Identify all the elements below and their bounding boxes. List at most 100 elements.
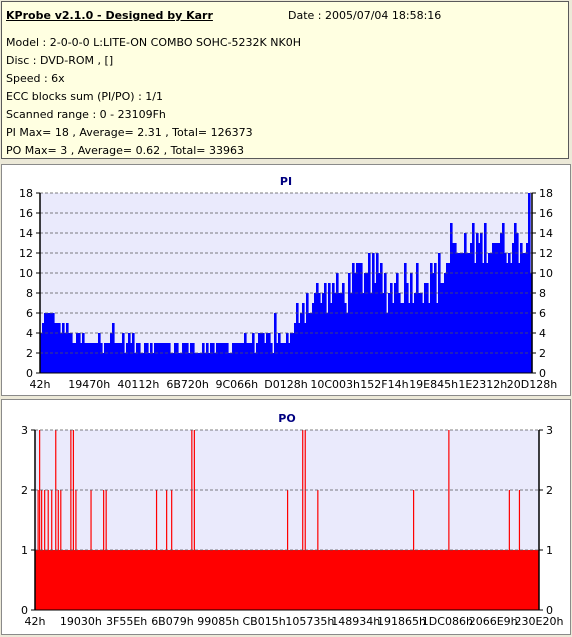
pi-bar xyxy=(512,243,515,373)
po-spike xyxy=(70,430,72,610)
pi-bar xyxy=(458,253,461,373)
pi-bar xyxy=(226,343,229,373)
pi-bar xyxy=(488,253,491,373)
chart-title: PI xyxy=(280,175,292,188)
pi-bar xyxy=(354,273,357,373)
scan-date: Date : 2005/07/04 18:58:16 xyxy=(288,9,442,22)
pi-bar xyxy=(280,343,283,373)
pi-bar xyxy=(418,293,421,373)
pi-bar xyxy=(462,253,465,373)
pi-bar xyxy=(140,353,143,373)
pi-bar xyxy=(210,343,213,373)
pi-bar xyxy=(136,343,139,373)
x-tick-label: 19030h xyxy=(60,615,102,628)
pi-bar xyxy=(482,263,485,373)
pi-bar xyxy=(262,333,265,373)
po-stats-line: PO Max= 3 , Average= 0.62 , Total= 33963 xyxy=(6,144,244,157)
y-tick-label-right: 18 xyxy=(539,187,553,200)
pi-bar xyxy=(436,303,439,373)
pi-bar xyxy=(102,353,105,373)
x-tick-label: CB015h xyxy=(242,615,285,628)
pi-bar xyxy=(476,233,479,373)
pi-bar xyxy=(332,283,335,373)
x-tick-label: 42h xyxy=(25,615,46,628)
pi-bar xyxy=(304,323,307,373)
pi-bar xyxy=(230,353,233,373)
model-line: Model : 2-0-0-0 L:LITE-ON COMBO SOHC-523… xyxy=(6,36,301,49)
pi-bar xyxy=(96,343,99,373)
y-tick-label: 0 xyxy=(21,604,28,617)
pi-bar xyxy=(156,343,159,373)
pi-bar xyxy=(386,313,389,373)
pi-bar xyxy=(248,343,251,373)
pi-bar xyxy=(186,343,189,373)
y-tick-label: 3 xyxy=(21,424,28,437)
x-tick-label: 9C066h xyxy=(215,378,258,391)
pi-bar xyxy=(44,313,47,373)
x-tick-label: 230E20h xyxy=(515,615,564,628)
y-tick-label: 0 xyxy=(26,367,33,380)
pi-bar xyxy=(46,313,49,373)
pi-bar xyxy=(292,333,295,373)
po-chart: PO 0 0 1 1 2 2 3 3 42h 19030h 3F55Eh 6B079h 99085h CB0… xyxy=(21,412,564,628)
pi-bar xyxy=(330,303,333,373)
pi-bar xyxy=(322,293,325,373)
pi-bar xyxy=(214,353,217,373)
pi-bar xyxy=(234,343,237,373)
pi-bar xyxy=(362,293,365,373)
pi-bar xyxy=(284,343,287,373)
y-tick-label: 16 xyxy=(19,207,33,220)
pi-bar xyxy=(146,343,149,373)
pi-bar xyxy=(528,193,531,373)
pi-bar xyxy=(492,243,495,373)
pi-bar xyxy=(116,343,119,373)
x-tick-label: 3F55Eh xyxy=(106,615,147,628)
y-tick-label: 2 xyxy=(26,347,33,360)
pi-bar xyxy=(484,223,487,373)
pi-bar xyxy=(54,323,57,373)
pi-bar xyxy=(66,323,69,373)
pi-bar xyxy=(404,263,407,373)
y-tick-label: 1 xyxy=(21,544,28,557)
po-spike xyxy=(47,490,49,610)
pi-bar xyxy=(168,343,171,373)
pi-bar xyxy=(390,283,393,373)
range-line: Scanned range : 0 - 23109Fh xyxy=(6,108,166,121)
pi-bar xyxy=(258,333,261,373)
pi-bar xyxy=(326,313,329,373)
pi-bar xyxy=(408,303,411,373)
pi-bar xyxy=(120,343,123,373)
pi-bar xyxy=(348,273,351,373)
pi-bar xyxy=(402,303,405,373)
pi-bar xyxy=(166,343,169,373)
pi-bar xyxy=(288,343,291,373)
pi-bar xyxy=(104,343,107,373)
pi-bar xyxy=(192,343,195,373)
pi-bar xyxy=(442,283,445,373)
pi-bar xyxy=(360,263,363,373)
pi-bar xyxy=(204,353,207,373)
pi-bar xyxy=(384,273,387,373)
pi-bar xyxy=(252,333,255,373)
pi-bar xyxy=(188,353,191,373)
pi-stats-line: PI Max= 18 , Average= 2.31 , Total= 1263… xyxy=(6,126,253,139)
pi-bar xyxy=(268,333,271,373)
pi-bar xyxy=(218,343,221,373)
y-tick-label-right: 4 xyxy=(539,327,546,340)
y-tick-label: 12 xyxy=(19,247,33,260)
y-tick-label: 4 xyxy=(26,327,33,340)
pi-bar xyxy=(94,343,97,373)
pi-bar xyxy=(358,263,361,373)
pi-bar xyxy=(382,293,385,373)
pi-bar xyxy=(422,303,425,373)
pi-bar xyxy=(508,253,511,373)
pi-bar xyxy=(124,353,127,373)
x-tick-label: 19E845h xyxy=(409,378,458,391)
y-tick-label: 10 xyxy=(19,267,33,280)
pi-bar xyxy=(406,283,409,373)
chart-title: PO xyxy=(278,412,295,425)
pi-bar xyxy=(308,313,311,373)
pi-bar xyxy=(50,313,53,373)
x-tick-label: 10C003h xyxy=(310,378,360,391)
pi-bar xyxy=(448,263,451,373)
